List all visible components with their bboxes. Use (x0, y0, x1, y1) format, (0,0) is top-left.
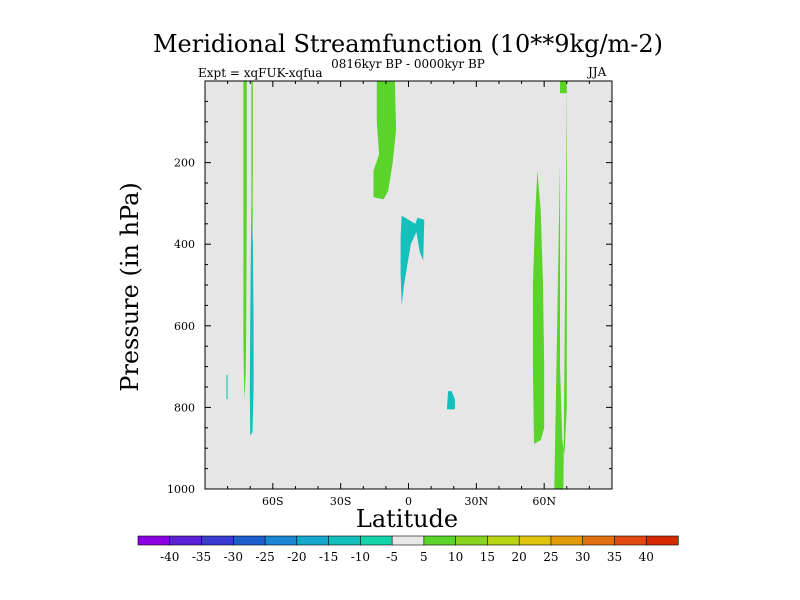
region-sh-polar-positive-strip (243, 81, 247, 400)
colorbar-swatch (518, 535, 552, 546)
colorbar-swatch (232, 535, 266, 546)
colorbar-label: -30 (224, 550, 243, 564)
y-tick-label: 400 (174, 238, 195, 251)
x-tick-label: 60N (532, 495, 556, 508)
x-tick-label: 30N (465, 495, 489, 508)
colorbar-swatch (137, 535, 171, 546)
colorbar-label: 15 (480, 550, 495, 564)
colorbar-label: -5 (386, 550, 398, 564)
colorbar-swatch (169, 535, 203, 546)
x-tick-label: 0 (405, 495, 412, 508)
y-tick-label: 200 (174, 157, 195, 170)
y-axis-ticks: 200 400 600 800 1000 (167, 100, 612, 496)
colorbar-swatch (201, 535, 234, 546)
colorbar-label: 30 (575, 550, 590, 564)
region-sh-polar-negative-speck (226, 374, 228, 400)
x-tick-label: 30S (330, 495, 352, 508)
colorbar-label: 10 (448, 550, 463, 564)
region-tropical-upper-positive-lobe (373, 81, 397, 200)
colorbar-label: 35 (607, 550, 622, 564)
colorbar-swatch (423, 535, 457, 546)
experiment-label: Expt = xqFUK-xqfua (198, 66, 323, 80)
region-nh-subtropical-negative-speck (446, 391, 455, 410)
x-axis-label: Latitude (356, 505, 458, 533)
y-tick-label: 600 (174, 320, 195, 333)
colorbar-swatch (645, 535, 679, 546)
region-nh-high-lat-positive-band (554, 81, 567, 489)
colorbar-label: 40 (639, 550, 654, 564)
colorbar-label: -35 (192, 550, 211, 564)
colorbar-swatch (582, 535, 616, 546)
colorbar-swatch (296, 535, 330, 546)
region-nh-mid-lat-positive-lobe (532, 170, 545, 445)
colorbar-swatch (614, 535, 647, 546)
colorbar-swatch (455, 535, 489, 546)
colorbar-label: -20 (287, 550, 306, 564)
region-nh-high-lat-positive-band-top (560, 81, 567, 94)
time-range-label: 0816kyr BP - 0000kyr BP (331, 57, 485, 71)
y-axis-label: Pressure (in hPa) (116, 182, 144, 392)
colorbar-swatch (360, 535, 393, 546)
region-tropical-negative-lobe (400, 215, 425, 306)
contour-regions (226, 81, 567, 489)
y-tick-label: 800 (174, 401, 195, 414)
colorbar-label: 25 (543, 550, 558, 564)
colorbar-label: 20 (512, 550, 527, 564)
colorbar-label: -25 (255, 550, 274, 564)
y-tick-label: 1000 (167, 483, 195, 496)
colorbar-label: -15 (319, 550, 338, 564)
season-label: JJA (586, 65, 607, 79)
x-tick-label: 60S (262, 495, 284, 508)
x-axis-ticks: 60S 30S 0 30N 60N (227, 81, 590, 508)
region-sh-polar-negative-strip (249, 203, 254, 436)
chart-title: Meridional Streamfunction (10**9kg/m-2) (153, 30, 663, 58)
colorbar-swatch (550, 535, 584, 546)
colorbar: -40 -35 -30 -25 -20 -15 -10 -5 5 10 15 20 25 30 35 40 (137, 535, 679, 564)
colorbar-label: -40 (160, 550, 179, 564)
colorbar-label: -10 (351, 550, 370, 564)
plot-background (205, 81, 612, 489)
colorbar-swatch (487, 535, 520, 546)
colorbar-swatch (264, 535, 298, 546)
colorbar-swatch (328, 535, 361, 546)
colorbar-swatch (391, 535, 425, 546)
colorbar-label: 5 (420, 550, 428, 564)
